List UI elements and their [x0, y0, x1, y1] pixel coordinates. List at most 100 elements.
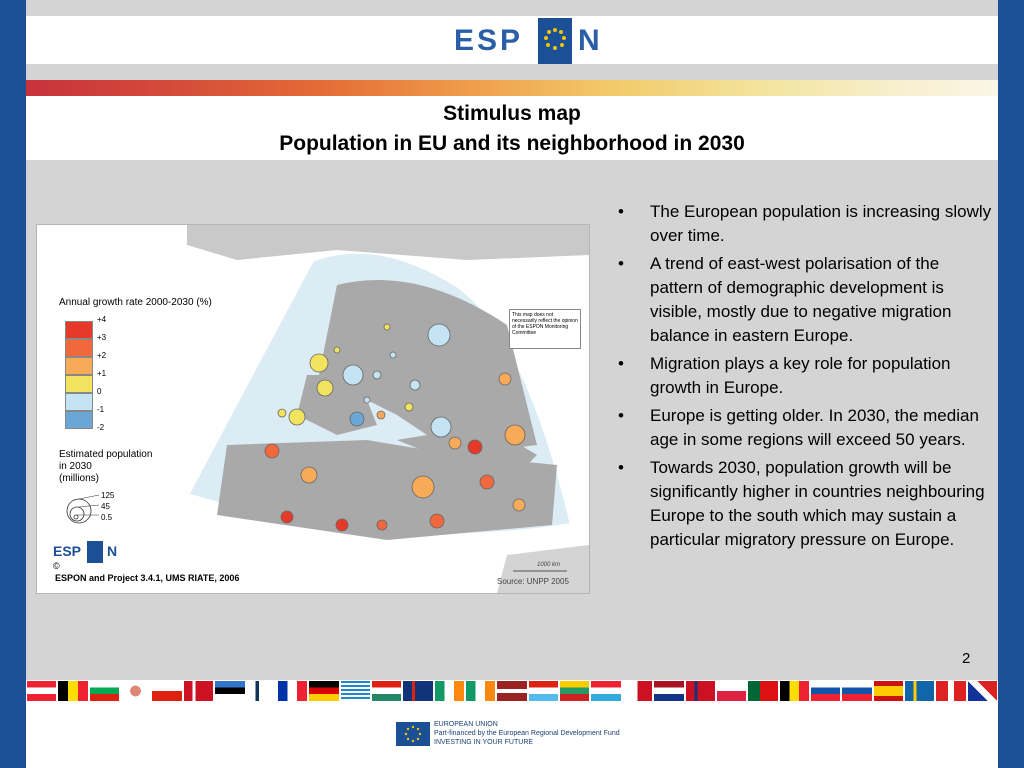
mini-logo-text: ESP — [53, 543, 82, 559]
logo-text: ESP — [454, 24, 524, 57]
flag-icon — [371, 681, 402, 701]
title-band: Stimulus map Population in EU and its ne… — [26, 96, 998, 160]
espon-logo: ESP N — [454, 18, 600, 64]
flag-icon — [967, 681, 998, 701]
bullet-item: • A trend of east-west polarisation of th… — [612, 252, 992, 348]
flag-icon — [27, 681, 57, 701]
flag-icon — [89, 681, 120, 701]
flag-icon — [497, 681, 527, 701]
flag-icon — [183, 681, 214, 701]
copyright-mark: © — [53, 561, 60, 571]
flag-icon — [905, 681, 935, 701]
flag-icon — [654, 681, 684, 701]
star-circle-icon — [544, 28, 566, 50]
page-number: 2 — [962, 650, 971, 667]
legend-item: +4 — [65, 315, 155, 339]
map-disclaimer: This map does not necessarily reflect th… — [509, 309, 581, 349]
mini-logo-box — [87, 541, 103, 563]
bullet-symbol: • — [618, 354, 624, 373]
legend-swatch — [65, 357, 93, 375]
slide: ESP N Stimulus map Population in EU and … — [26, 0, 998, 768]
flag-icon — [622, 681, 653, 701]
legend-item: -2 — [65, 423, 155, 447]
flag-icon — [403, 681, 433, 701]
legend-item: +1 — [65, 369, 155, 393]
flag-icon — [716, 681, 747, 701]
map-source: Source: UNPP 2005 — [497, 577, 569, 586]
legend-label: -2 — [97, 423, 105, 432]
size-label: 125 — [101, 491, 115, 500]
flag-icon — [152, 681, 182, 701]
bullet-item: • The European population is increasing s… — [612, 200, 992, 248]
footer: EUROPEAN UNION Part-financed by the Euro… — [26, 702, 998, 768]
bullet-text: Towards 2030, population growth will be … — [650, 458, 985, 549]
legend-swatch — [65, 411, 93, 429]
espon-mini-logo: ESP N — [53, 541, 123, 565]
flag-icon — [246, 681, 276, 701]
flag-icon — [748, 681, 778, 701]
scale-label: 1000 km — [537, 562, 561, 568]
decorative-map-strip — [26, 80, 998, 98]
flag-icon — [873, 681, 904, 701]
flag-icon — [779, 681, 809, 701]
flag-icon — [309, 681, 339, 701]
flag-icon — [340, 681, 370, 701]
flag-icon — [121, 681, 151, 701]
flag-icon — [215, 681, 245, 701]
bullet-text: The European population is increasing sl… — [650, 202, 992, 245]
header-band — [26, 16, 998, 64]
eu-line-2: Part-financed by the European Regional D… — [434, 730, 620, 737]
map-credit: ESPON and Project 3.4.1, UMS RIATE, 2006 — [55, 573, 240, 583]
flag-icon — [810, 681, 841, 701]
bullet-item: • Migration plays a key role for populati… — [612, 352, 992, 400]
legend-label: +3 — [97, 333, 107, 342]
legend-title: Annual growth rate 2000-2030 (%) — [59, 297, 212, 308]
eu-funding-text: EUROPEAN UNION Part-financed by the Euro… — [434, 720, 620, 747]
legend-swatch — [65, 321, 93, 339]
estimated-title-unit: (millions) — [59, 473, 99, 484]
bullet-symbol: • — [618, 202, 624, 221]
legend-item: 0 — [65, 387, 155, 411]
flag-icon — [528, 681, 559, 701]
flag-icon — [277, 681, 308, 701]
legend-swatch — [65, 339, 93, 357]
slide-title: Stimulus map — [443, 102, 581, 125]
bullet-text: Europe is getting older. In 2030, the me… — [650, 406, 979, 449]
population-map: Annual growth rate 2000-2030 (%) +4 +3 +… — [36, 224, 590, 594]
legend-label: +2 — [97, 351, 107, 360]
bullet-text: A trend of east-west polarisation of the… — [650, 254, 952, 345]
logo-star-box — [538, 18, 572, 64]
eu-flag-icon — [396, 722, 430, 746]
legend-item: +2 — [65, 351, 155, 375]
bullet-symbol: • — [618, 254, 624, 273]
eu-line-3: INVESTING IN YOUR FUTURE — [434, 739, 534, 746]
bullet-symbol: • — [618, 406, 624, 425]
legend-label: -1 — [97, 405, 105, 414]
eu-flags-strip — [26, 680, 998, 702]
flag-icon — [936, 681, 966, 701]
logo-suffix: N — [578, 24, 603, 57]
bullet-list: • The European population is increasing s… — [612, 200, 992, 556]
flag-icon — [591, 681, 621, 701]
flag-icon — [466, 681, 496, 701]
legend-swatch — [65, 375, 93, 393]
estimated-title: Estimated population — [59, 449, 153, 460]
eu-line-1: EUROPEAN UNION — [434, 721, 498, 728]
legend-item: +3 — [65, 333, 155, 357]
size-label: 0.5 — [101, 513, 113, 522]
size-legend-circles — [66, 494, 100, 524]
flag-icon — [685, 681, 715, 701]
bullet-item: • Europe is getting older. In 2030, the m… — [612, 404, 992, 452]
legend-label: 0 — [97, 387, 102, 396]
legend-label: +1 — [97, 369, 107, 378]
mini-logo-suffix: N — [107, 543, 118, 559]
slide-subtitle: Population in EU and its neighborhood in… — [279, 132, 745, 155]
size-label: 45 — [101, 502, 110, 511]
legend-label: +4 — [97, 315, 107, 324]
legend-item: -1 — [65, 405, 155, 429]
bullet-text: Migration plays a key role for populatio… — [650, 354, 951, 397]
flag-icon — [560, 681, 590, 701]
flag-icon — [58, 681, 88, 701]
estimated-title-year: in 2030 — [59, 461, 92, 472]
bullet-item: • Towards 2030, population growth will be… — [612, 456, 992, 552]
